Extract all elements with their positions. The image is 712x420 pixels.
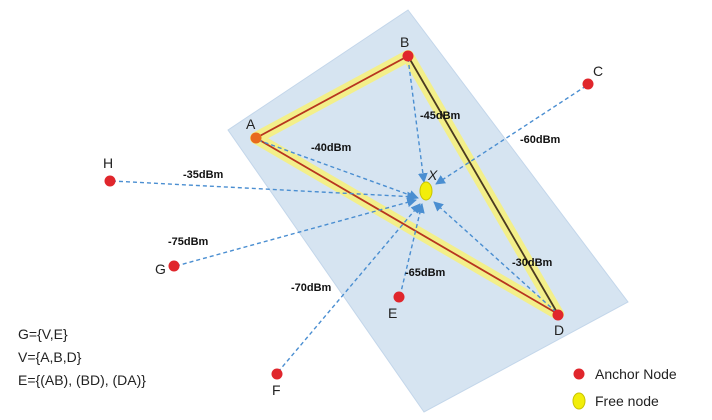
anchor-node-h[interactable] <box>104 175 116 187</box>
label-node-a: A <box>246 116 256 132</box>
legend: Anchor Node Free node <box>572 366 677 410</box>
label-node-e: E <box>388 305 397 321</box>
label-e: -65dBm <box>405 267 446 279</box>
edge-ab <box>255 55 409 139</box>
anchor-node-c[interactable] <box>582 78 594 90</box>
legend-free-marker <box>572 392 586 410</box>
edge-bd <box>407 55 559 315</box>
label-node-b: B <box>400 34 409 50</box>
link-c-x <box>435 85 587 185</box>
anchor-node-b[interactable] <box>402 50 414 62</box>
edge-da <box>255 137 559 315</box>
legend-anchor-label: Anchor Node <box>595 366 677 382</box>
link-e-x <box>399 203 425 297</box>
coverage-region <box>227 9 629 413</box>
anchor-triangle <box>250 50 564 320</box>
graph-line-2: V={A,B,D} <box>18 349 82 365</box>
anchor-node-d[interactable] <box>552 309 564 321</box>
graph-line-3: E={(AB), (BD), (DA)} <box>18 372 146 388</box>
signal-links <box>111 57 587 373</box>
label-d: -30dBm <box>512 257 553 269</box>
label-g: -75dBm <box>168 236 209 248</box>
label-node-c: C <box>593 63 603 79</box>
label-h: -35dBm <box>183 169 224 181</box>
label-node-g: G <box>155 261 166 277</box>
link-f-x <box>277 203 421 373</box>
label-c: -60dBm <box>520 134 561 146</box>
label-node-d: D <box>554 322 564 338</box>
free-node-x[interactable] <box>419 181 433 201</box>
anchor-node-f[interactable] <box>271 368 283 380</box>
anchor-node-a[interactable] <box>250 132 262 144</box>
graph-definition: G={V,E} V={A,B,D} E={(AB), (BD), (DA)} <box>18 326 146 388</box>
link-h-x <box>111 180 417 202</box>
legend-free-label: Free node <box>595 393 659 409</box>
label-a: -40dBm <box>311 142 352 154</box>
graph-line-1: G={V,E} <box>18 326 68 342</box>
label-b: -45dBm <box>420 110 461 122</box>
anchor-nodes <box>104 50 594 380</box>
signal-labels: -40dBm -45dBm -60dBm -30dBm -65dBm -70dB… <box>168 110 561 294</box>
node-labels: A B C D E F G H <box>103 34 603 398</box>
link-a-x <box>257 139 419 200</box>
anchor-node-g[interactable] <box>168 260 180 272</box>
label-node-f: F <box>272 382 281 398</box>
legend-anchor-marker <box>573 368 585 380</box>
link-d-x <box>433 201 557 313</box>
label-f: -70dBm <box>291 282 332 294</box>
label-node-x: X <box>427 167 438 183</box>
label-node-h: H <box>103 155 113 171</box>
anchor-node-e[interactable] <box>393 291 405 303</box>
